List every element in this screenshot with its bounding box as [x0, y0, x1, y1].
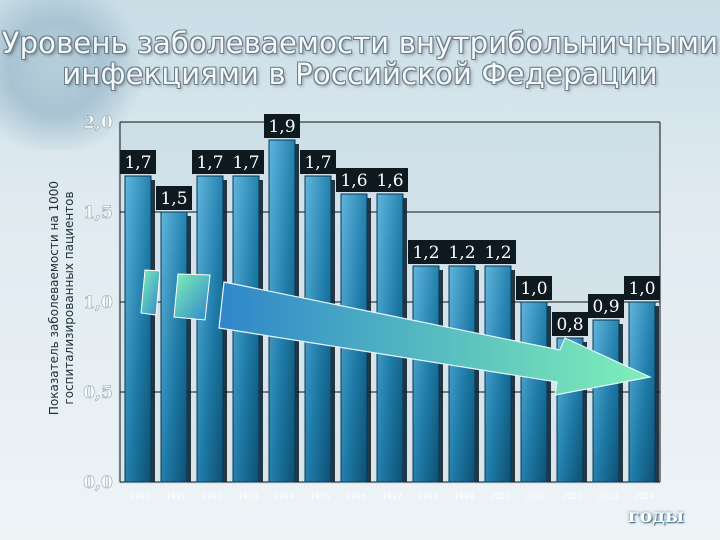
data-label-box: [444, 240, 480, 264]
data-label-box: [336, 168, 372, 192]
x-tick-label: 1997: [382, 492, 402, 501]
data-label: 1,0: [628, 279, 655, 299]
data-label-box: [228, 150, 264, 174]
x-tick-label: 2002: [562, 492, 582, 501]
data-label-box: [192, 150, 228, 174]
data-label-box: [156, 186, 192, 210]
data-label: 1,6: [340, 171, 367, 191]
data-label-box: [264, 114, 300, 138]
data-label: 1,7: [124, 153, 151, 173]
data-label-box: [408, 240, 444, 264]
y-tick-label: 1,5: [83, 203, 113, 223]
x-tick-label: 1991: [166, 492, 186, 501]
data-label: 0,9: [592, 297, 619, 317]
data-label: 1,2: [484, 243, 511, 263]
x-tick-label: 2003: [598, 492, 618, 501]
data-label: 1,9: [268, 117, 295, 137]
data-label: 1,7: [196, 153, 223, 173]
x-tick-label: 2001: [526, 492, 546, 501]
data-label: 1,2: [412, 243, 439, 263]
background-photo: [0, 0, 140, 150]
x-tick-labels: 1990 1991 1992 1993 1994 1995 1996 1997 1998 1999…: [130, 492, 654, 501]
trend-block-large: [173, 273, 211, 321]
bar: [520, 301, 548, 483]
x-tick-label: 1995: [310, 492, 330, 501]
bar: [124, 175, 152, 483]
page-title: Уровень заболеваемости внутрибольничными…: [0, 28, 720, 90]
data-label: 1,5: [160, 189, 187, 209]
data-label-box: [120, 150, 156, 174]
x-tick-label: 2004: [634, 492, 654, 501]
bar: [592, 319, 620, 483]
x-tick-label: 1992: [202, 492, 222, 501]
data-label: 1,0: [520, 279, 547, 299]
data-label-box: [516, 276, 552, 300]
data-label: 1,7: [304, 153, 331, 173]
trend-block-small: [140, 269, 161, 316]
x-tick-label: 2000: [490, 492, 510, 501]
data-label-box: [372, 168, 408, 192]
bar: [196, 175, 224, 483]
y-tick-label: 0,5: [83, 383, 113, 403]
x-tick-label: 1999: [454, 492, 474, 501]
y-tick-labels: 0,0 0,5 1,0 1,5 2,0: [83, 113, 113, 494]
data-label: 1,2: [448, 243, 475, 263]
title-line-1: Уровень заболеваемости внутрибольничными: [1, 26, 719, 60]
data-label: 1,6: [376, 171, 403, 191]
bar: [628, 301, 656, 483]
data-labels: 1,7 1,5 1,7 1,7 1,9 1,7 1,6 1,6 1,2 1,2 1,2 1,0 0,8 0…: [120, 114, 660, 336]
y-tick-label: 2,0: [83, 113, 113, 133]
data-label-box: [300, 150, 336, 174]
x-tick-label: 1990: [130, 492, 150, 501]
data-label-box: [480, 240, 516, 264]
title-line-2: инфекциями в Российской Федерации: [62, 57, 658, 91]
x-axis-unit-label: годы: [628, 505, 685, 527]
x-tick-label: 1994: [274, 492, 294, 501]
data-label-box: [624, 276, 660, 300]
data-label-box: [552, 312, 588, 336]
data-label: 1,7: [232, 153, 259, 173]
bar: [160, 211, 188, 483]
trend-arrow-shape: [218, 281, 652, 396]
data-label: 0,8: [556, 315, 583, 335]
x-tick-label: 1996: [346, 492, 366, 501]
bar: [412, 265, 440, 483]
trend-arrow: [140, 269, 652, 396]
x-tick-label: 1998: [418, 492, 438, 501]
x-tick-label: 1993: [238, 492, 258, 501]
y-tick-label: 0,0: [83, 473, 113, 493]
bar: [448, 265, 476, 483]
y-tick-label: 1,0: [83, 293, 113, 313]
data-label-box: [588, 294, 624, 318]
